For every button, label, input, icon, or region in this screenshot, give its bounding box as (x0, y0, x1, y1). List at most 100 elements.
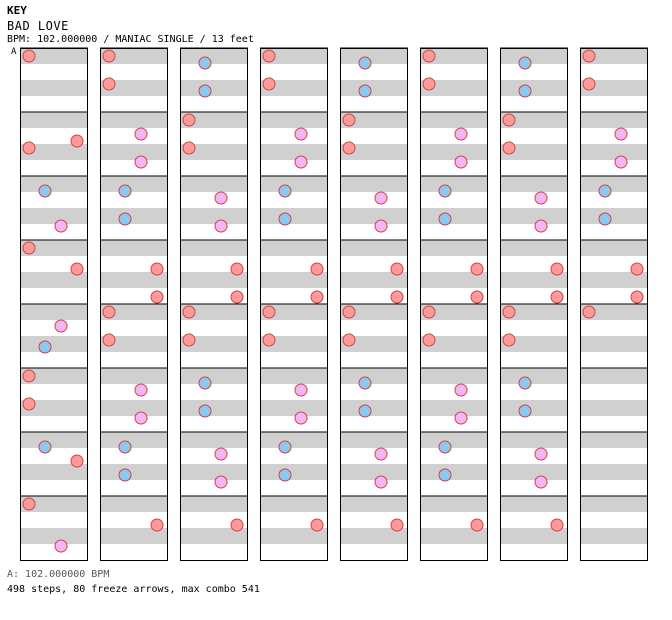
step-arrow (294, 383, 308, 397)
step-arrow (374, 447, 388, 461)
step-arrow (598, 184, 612, 198)
measure-stripe (420, 112, 488, 128)
step-arrow (534, 447, 548, 461)
step-stats: 498 steps, 80 freeze arrows, max combo 5… (7, 584, 260, 595)
measure-stripe (580, 80, 648, 96)
step-arrow (390, 262, 404, 276)
step-arrow (278, 184, 292, 198)
measure-stripe (20, 400, 88, 416)
step-arrow (22, 141, 36, 155)
step-arrow (102, 305, 116, 319)
chart-column (500, 47, 568, 561)
measure-stripe (580, 496, 648, 512)
step-arrow (454, 411, 468, 425)
step-arrow (102, 77, 116, 91)
measure-stripe (20, 112, 88, 128)
step-arrow (38, 340, 52, 354)
step-arrow (214, 475, 228, 489)
measure-stripe (180, 304, 248, 320)
step-arrow (214, 447, 228, 461)
step-arrow (230, 262, 244, 276)
measure-stripe (100, 272, 168, 288)
measure-stripe (420, 432, 488, 448)
measure-stripe (340, 368, 408, 384)
measure-stripe (580, 48, 648, 64)
measure-stripe (260, 208, 328, 224)
measure-stripe (260, 304, 328, 320)
measure-stripe (340, 144, 408, 160)
measure-stripe (500, 432, 568, 448)
step-arrow (294, 411, 308, 425)
column-border (180, 48, 248, 561)
step-arrow (294, 127, 308, 141)
step-arrow (310, 262, 324, 276)
measure-stripe (340, 272, 408, 288)
measure-stripe (420, 144, 488, 160)
measure-stripe (260, 48, 328, 64)
step-arrow (422, 305, 436, 319)
step-arrow (454, 155, 468, 169)
step-arrow (214, 219, 228, 233)
measure-stripe (260, 528, 328, 544)
measure-stripe (180, 432, 248, 448)
measure-stripe (340, 208, 408, 224)
measure-stripe (180, 336, 248, 352)
song-title: BAD LOVE (7, 19, 69, 33)
step-arrow (422, 77, 436, 91)
measure-stripe (340, 176, 408, 192)
measure-stripe (100, 528, 168, 544)
measure-stripe (580, 400, 648, 416)
measure-stripe (100, 496, 168, 512)
measure-stripe (580, 304, 648, 320)
step-arrow (582, 77, 596, 91)
step-arrow (54, 219, 68, 233)
measure-stripe (20, 432, 88, 448)
chart-column (580, 47, 648, 561)
measure-stripe (260, 368, 328, 384)
step-arrow (262, 49, 276, 63)
measure-stripe (100, 304, 168, 320)
measure-stripe (340, 432, 408, 448)
step-arrow (102, 49, 116, 63)
measure-stripe (340, 464, 408, 480)
chart-info: BPM: 102.000000 / MANIAC SINGLE / 13 fee… (7, 34, 254, 45)
step-arrow (182, 333, 196, 347)
measure-stripe (100, 112, 168, 128)
step-arrow (214, 191, 228, 205)
step-arrow (342, 141, 356, 155)
measure-stripe (20, 208, 88, 224)
step-arrow (358, 56, 372, 70)
measure-stripe (500, 48, 568, 64)
step-arrow (310, 290, 324, 304)
measure-stripe (500, 304, 568, 320)
measure-stripe (500, 112, 568, 128)
measure-stripe (420, 240, 488, 256)
column-border (340, 48, 408, 561)
step-arrow (374, 219, 388, 233)
chart-column (20, 47, 88, 561)
step-arrow (38, 184, 52, 198)
step-arrow (118, 440, 132, 454)
step-arrow (182, 305, 196, 319)
measure-stripe (340, 496, 408, 512)
measure-stripe (580, 208, 648, 224)
step-arrow (54, 319, 68, 333)
step-arrow (438, 212, 452, 226)
step-arrow (262, 333, 276, 347)
step-arrow (534, 191, 548, 205)
step-arrow (134, 155, 148, 169)
measure-stripe (260, 496, 328, 512)
step-arrow (118, 468, 132, 482)
step-arrow (438, 440, 452, 454)
bpm-legend: A: 102.000000 BPM (7, 569, 110, 580)
measure-stripe (180, 528, 248, 544)
measure-stripe (260, 336, 328, 352)
measure-stripe (500, 144, 568, 160)
column-border (500, 48, 568, 561)
measure-stripe (420, 272, 488, 288)
measure-stripe (500, 464, 568, 480)
step-arrow (134, 411, 148, 425)
step-arrow (278, 468, 292, 482)
measure-stripe (20, 304, 88, 320)
step-arrow (454, 127, 468, 141)
